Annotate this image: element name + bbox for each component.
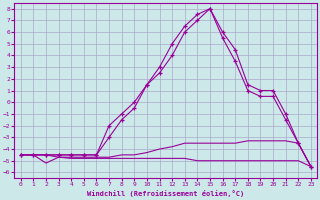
X-axis label: Windchill (Refroidissement éolien,°C): Windchill (Refroidissement éolien,°C) — [87, 190, 244, 197]
